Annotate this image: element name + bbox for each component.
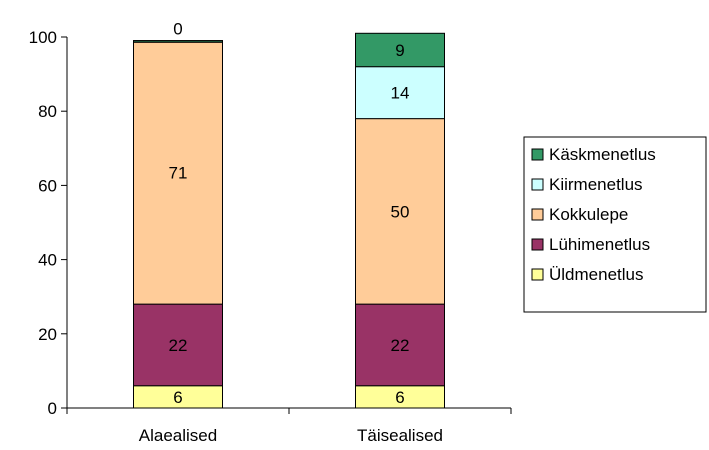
legend: Käskmenetlus Kiirmenetlus Kokkulepe Lühimen… (523, 136, 707, 313)
data-label: 0 (173, 20, 182, 39)
y-tick-label: 80 (38, 102, 57, 121)
data-label: 50 (391, 202, 410, 221)
data-label: 6 (395, 388, 404, 407)
legend-swatch (531, 148, 544, 161)
bar-segment (355, 303, 445, 387)
x-tick-label: Alaealised (139, 426, 217, 445)
bar-segment (133, 303, 223, 387)
bar-segment (355, 32, 445, 68)
legend-label: Kiirmenetlus (549, 175, 643, 194)
bar-segment (355, 118, 445, 305)
bar-segment (133, 40, 223, 43)
legend-box (523, 136, 707, 313)
legend-swatch (531, 238, 544, 251)
y-tick-label: 100 (29, 28, 57, 47)
legend-swatch (531, 208, 544, 221)
legend-label: Üldmenetlus (549, 265, 644, 284)
bar-segment (133, 40, 223, 305)
plot-area: 0 20 40 60 80 100 6 22 71 0 Alaealised 6 22 50 14 9 Täis… (29, 20, 512, 445)
legend-label: Kokkulepe (549, 205, 628, 224)
x-tick-label: Täisealised (357, 426, 443, 445)
data-label: 6 (173, 388, 182, 407)
y-tick-label: 0 (48, 399, 57, 418)
data-label: 9 (395, 41, 404, 60)
bar-segment (355, 66, 445, 120)
legend-label: Käskmenetlus (549, 145, 656, 164)
legend-swatch (531, 178, 544, 191)
y-tick-label: 20 (38, 325, 57, 344)
y-tick-label: 40 (38, 251, 57, 270)
data-label: 22 (391, 336, 410, 355)
data-label: 22 (169, 336, 188, 355)
y-tick-label: 60 (38, 176, 57, 195)
legend-swatch (531, 268, 544, 281)
legend-label: Lühimenetlus (549, 235, 650, 254)
data-label: 14 (391, 84, 410, 103)
data-label: 71 (169, 163, 188, 182)
